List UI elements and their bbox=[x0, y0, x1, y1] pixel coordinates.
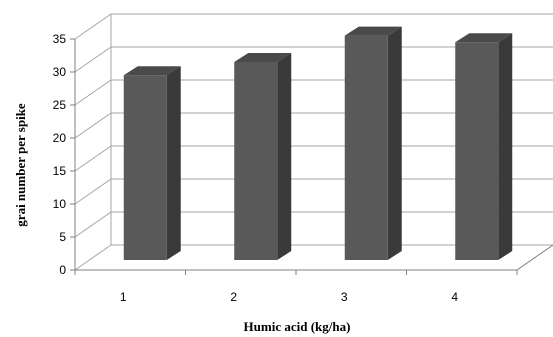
x-axis-title: Humic acid (kg/ha) bbox=[244, 319, 351, 334]
bar-top bbox=[234, 53, 292, 62]
bar-side bbox=[387, 26, 402, 260]
x-tick-label: 2 bbox=[230, 290, 237, 304]
bar-front bbox=[455, 42, 499, 261]
bars bbox=[123, 26, 513, 261]
x-tick-label: 4 bbox=[451, 290, 458, 304]
bar-top bbox=[455, 33, 513, 43]
x-tick-label: 3 bbox=[341, 290, 348, 304]
y-tick-label: 5 bbox=[59, 230, 66, 244]
x-tick-label: 1 bbox=[120, 290, 127, 304]
y-tick-label: 35 bbox=[53, 32, 67, 46]
y-tick-label: 25 bbox=[53, 98, 67, 112]
gridlines bbox=[74, 13, 553, 271]
bar-side bbox=[498, 33, 513, 261]
y-axis-title: grai number per spike bbox=[13, 103, 28, 227]
bar bbox=[234, 53, 292, 260]
bar-top bbox=[344, 26, 402, 36]
bar-side bbox=[277, 53, 292, 260]
y-tick-labels: 0 5 10 15 20 25 30 35 bbox=[53, 32, 67, 277]
bar-front bbox=[344, 35, 388, 260]
y-tick-label: 10 bbox=[53, 197, 67, 211]
x-tick-labels: 1 2 3 4 bbox=[120, 290, 459, 304]
y-tick-label: 20 bbox=[53, 131, 67, 145]
bar bbox=[344, 26, 402, 260]
y-tick-label: 0 bbox=[59, 263, 66, 277]
y-tick-label: 15 bbox=[53, 164, 67, 178]
bar bbox=[455, 33, 513, 261]
axes bbox=[70, 38, 553, 275]
y-tick-label: 30 bbox=[53, 65, 67, 79]
bar-side bbox=[166, 66, 181, 260]
bar-front bbox=[234, 62, 278, 260]
bar-front bbox=[123, 75, 167, 260]
bar-top bbox=[123, 66, 181, 76]
bar bbox=[123, 66, 181, 260]
